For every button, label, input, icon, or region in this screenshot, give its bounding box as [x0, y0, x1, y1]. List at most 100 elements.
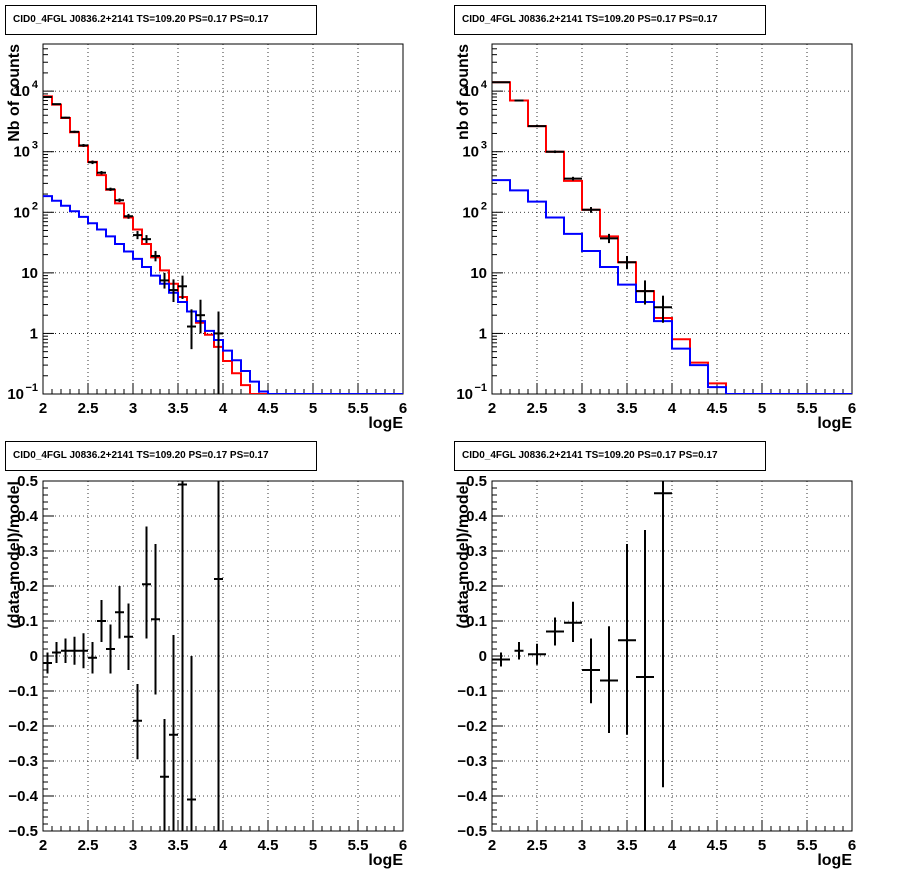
- y-tick-label: 10: [21, 265, 38, 282]
- x-tick-label: 3: [129, 400, 137, 417]
- y-tick-label: −0.3: [8, 753, 38, 770]
- y-axis-label: nb of counts: [455, 44, 472, 140]
- x-tick-label: 2.5: [78, 400, 99, 417]
- y-tick-label: 1: [30, 325, 38, 342]
- data-point: [528, 125, 546, 128]
- panel-4: CID0_4FGL J0836.2+2141 TS=109.20 PS=0.17…: [449, 438, 898, 875]
- x-tick-label: 5.5: [348, 400, 369, 417]
- chart-residuals-fine: 2 2.5 3 3.5 4 4.5 5 5.5 6 −0.5 −0.4 −0.3 −0.2 −0.1 0 0.…: [6, 473, 407, 869]
- x-tick-label: 4.5: [707, 837, 728, 854]
- data-point: [214, 481, 223, 831]
- y-tick-label: 10: [462, 144, 479, 161]
- data-point: [97, 600, 106, 642]
- x-tick-label: 2.5: [527, 837, 548, 854]
- y-tick-label: 0.1: [17, 613, 38, 630]
- data-point: [52, 642, 61, 663]
- y-tick-exponent: 4: [32, 79, 39, 91]
- grid: [492, 481, 852, 831]
- data-point: [43, 652, 52, 674]
- x-tick-label: 3: [129, 837, 137, 854]
- y-tick-label: 0: [479, 648, 487, 665]
- data-point: [196, 299, 205, 334]
- data-point: [546, 150, 564, 154]
- plot-area: [43, 481, 223, 831]
- y-tick-label: −0.2: [8, 718, 38, 735]
- data-point: [618, 255, 636, 270]
- data-point: [636, 280, 654, 305]
- y-tick-exponent: 4: [481, 79, 488, 91]
- y-tick-exponent: 2: [32, 200, 38, 212]
- x-tick-label: 5: [758, 400, 766, 417]
- y-tick-label: 0.4: [17, 508, 39, 525]
- y-tick-label: 10: [13, 144, 30, 161]
- x-tick-label: 6: [848, 837, 856, 854]
- x-tick-label: 4: [219, 400, 228, 417]
- y-tick-exponent: 2: [481, 200, 487, 212]
- x-tick-label: 4: [219, 837, 228, 854]
- data-point: [151, 544, 160, 695]
- y-tick-label: 0.3: [466, 543, 487, 560]
- data-point: [582, 207, 600, 213]
- x-tick-label: 3.5: [617, 837, 638, 854]
- panel-title: CID0_4FGL J0836.2+2141 TS=109.20 PS=0.17…: [5, 441, 317, 471]
- x-tick-label: 6: [399, 837, 407, 854]
- data-point: [492, 81, 510, 84]
- y-tick-label: 0: [30, 648, 38, 665]
- y-tick-label: 0.2: [17, 578, 38, 595]
- data-point: [43, 96, 52, 99]
- x-tick-label: 5: [309, 400, 317, 417]
- data-point: [654, 295, 672, 323]
- data-point: [124, 603, 133, 670]
- y-tick-exponent: −1: [25, 382, 38, 394]
- y-tick-label: −0.1: [457, 683, 487, 700]
- data-point: [178, 275, 187, 300]
- x-tick-label: 5: [758, 837, 766, 854]
- y-axis-label: (data-model)/model: [455, 481, 472, 629]
- y-tick-exponent: −1: [474, 382, 487, 394]
- y-tick-label: 0.3: [17, 543, 38, 560]
- data-point: [582, 638, 600, 704]
- x-tick-label: 5.5: [348, 837, 369, 854]
- y-tick-label: 10: [13, 204, 30, 221]
- data-point: [528, 643, 546, 665]
- x-tick-label: 5.5: [797, 837, 818, 854]
- x-axis-label: logE: [817, 415, 852, 432]
- x-axis-label: logE: [368, 852, 403, 869]
- panel-2: CID0_4FGL J0836.2+2141 TS=109.20 PS=0.17…: [449, 0, 898, 438]
- data-point: [133, 684, 142, 760]
- data-point: [514, 99, 524, 102]
- y-tick-label: 10: [470, 265, 487, 282]
- y-tick-label: −0.2: [457, 718, 487, 735]
- y-tick-label: 1: [479, 325, 487, 342]
- x-tick-label: 5: [309, 837, 317, 854]
- data-point: [546, 617, 564, 646]
- data-point: [600, 626, 618, 733]
- x-tick-label: 2: [488, 837, 496, 854]
- data-point: [564, 176, 582, 181]
- plot-area: [492, 81, 852, 394]
- x-tick-label: 3.5: [617, 400, 638, 417]
- data-point: [61, 638, 70, 663]
- x-tick-label: 4.5: [707, 400, 728, 417]
- x-tick-label: 2.5: [78, 837, 99, 854]
- data-point: [160, 272, 169, 289]
- y-tick-label: 10: [13, 83, 30, 100]
- data-point: [115, 198, 124, 203]
- panel-title: CID0_4FGL J0836.2+2141 TS=109.20 PS=0.17…: [5, 5, 317, 35]
- data-point: [187, 656, 196, 831]
- data-point: [600, 233, 618, 244]
- y-tick-label: −0.5: [457, 823, 487, 840]
- data-point: [79, 144, 88, 147]
- panel-1: CID0_4FGL J0836.2+2141 TS=109.20 PS=0.17…: [0, 0, 449, 438]
- data-point: [151, 250, 160, 262]
- x-tick-label: 3.5: [168, 400, 189, 417]
- data-point: [654, 481, 672, 788]
- data-point: [514, 642, 524, 660]
- data-point: [160, 719, 169, 831]
- data-point: [124, 213, 133, 219]
- panel-title: CID0_4FGL J0836.2+2141 TS=109.20 PS=0.17…: [454, 5, 766, 35]
- data-point: [106, 624, 115, 674]
- y-tick-label: −0.4: [457, 788, 487, 805]
